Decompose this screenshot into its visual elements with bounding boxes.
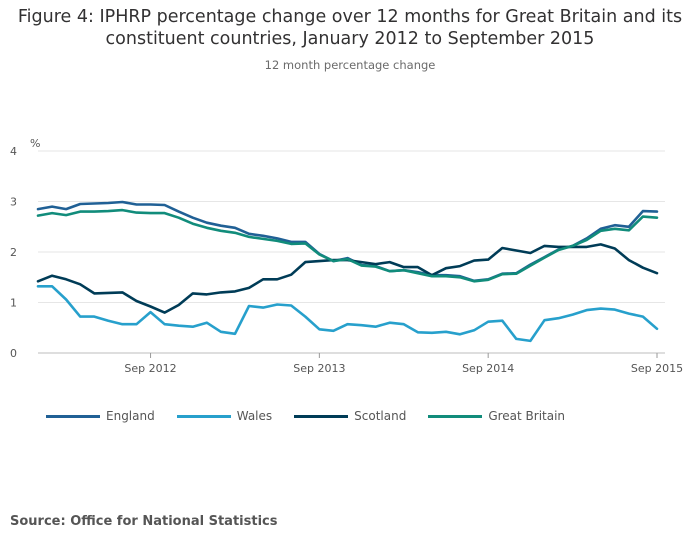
legend-swatch xyxy=(46,414,100,418)
source-note: Source: Office for National Statistics xyxy=(10,514,278,529)
legend-item-scotland[interactable]: Scotland xyxy=(294,409,406,423)
x-tick-label: Sep 2013 xyxy=(293,362,345,375)
legend-label: Wales xyxy=(236,409,273,423)
y-tick-label: 3 xyxy=(10,196,17,209)
y-axis-label: % xyxy=(30,137,40,150)
legend-label: England xyxy=(106,409,155,423)
x-tick-label: Sep 2015 xyxy=(631,362,683,375)
y-tick-label: 4 xyxy=(10,145,17,158)
series-line-great-britain xyxy=(36,208,659,283)
legend-item-great-britain[interactable]: Great Britain xyxy=(428,409,565,423)
y-tick-label: 0 xyxy=(10,347,17,360)
x-tick-label: Sep 2014 xyxy=(462,362,514,375)
chart-legend: England Wales Scotland Great Britain xyxy=(46,409,587,423)
line-chart: 0 1 2 3 4% Sep 2012 Sep 2013 Sep 2014 Sep 2015 xyxy=(10,137,683,375)
legend-swatch xyxy=(176,414,231,418)
legend-swatch xyxy=(294,414,349,418)
legend-swatch xyxy=(428,414,483,418)
legend-label: Scotland xyxy=(354,409,407,423)
chart-title-line-2: constituent countries, January 2012 to S… xyxy=(105,29,595,49)
chart-title-line-1: Figure 4: IPHRP percentage change over 1… xyxy=(17,7,683,27)
series-line-england xyxy=(36,200,659,283)
x-tick-label: Sep 2012 xyxy=(124,362,176,375)
legend-label: Great Britain xyxy=(488,409,566,423)
chart-subtitle: 12 month percentage change xyxy=(264,58,436,72)
series-line-wales xyxy=(36,284,659,343)
legend-item-wales[interactable]: Wales xyxy=(176,409,273,423)
y-tick-label: 2 xyxy=(10,246,17,259)
legend-item-england[interactable]: England xyxy=(46,409,155,423)
chart-title: Figure 4: IPHRP percentage change over 1… xyxy=(0,6,700,50)
y-tick-label: 1 xyxy=(10,297,17,310)
